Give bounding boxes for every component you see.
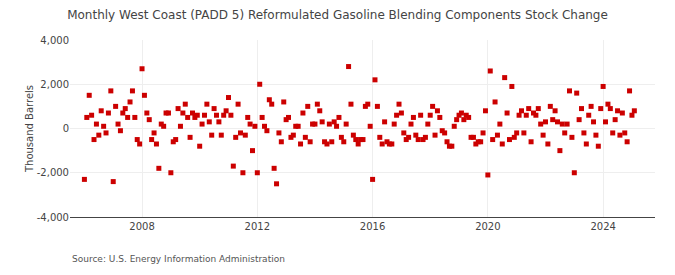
- svg-text:2016: 2016: [360, 221, 385, 232]
- svg-text:4,000: 4,000: [40, 35, 69, 46]
- svg-text:2020: 2020: [475, 221, 500, 232]
- svg-text:2012: 2012: [245, 221, 270, 232]
- svg-text:-2,000: -2,000: [37, 167, 69, 178]
- svg-text:Source: U.S. Energy Informatio: Source: U.S. Energy Information Administ…: [72, 254, 285, 264]
- svg-text:Monthly West Coast (PADD 5) Re: Monthly West Coast (PADD 5) Reformulated…: [67, 8, 608, 22]
- svg-text:Thousand Barrels: Thousand Barrels: [24, 85, 35, 173]
- svg-text:2024: 2024: [590, 221, 615, 232]
- svg-text:0: 0: [63, 123, 69, 134]
- svg-text:-4,000: -4,000: [37, 212, 69, 223]
- svg-text:2008: 2008: [129, 221, 154, 232]
- svg-text:2,000: 2,000: [40, 79, 69, 90]
